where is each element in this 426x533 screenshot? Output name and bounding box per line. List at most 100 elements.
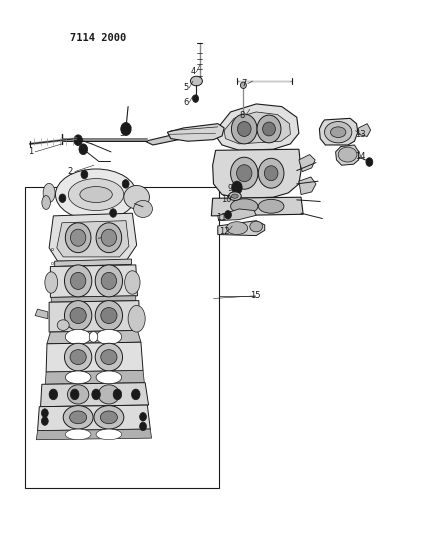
Circle shape bbox=[365, 158, 372, 166]
Ellipse shape bbox=[124, 185, 149, 209]
Text: 7: 7 bbox=[241, 79, 246, 88]
Text: 6: 6 bbox=[183, 98, 188, 107]
Circle shape bbox=[79, 144, 87, 155]
Circle shape bbox=[131, 389, 140, 400]
Ellipse shape bbox=[64, 301, 92, 330]
Ellipse shape bbox=[98, 385, 119, 404]
Polygon shape bbox=[145, 132, 188, 145]
Polygon shape bbox=[50, 265, 137, 297]
Ellipse shape bbox=[96, 371, 121, 384]
Polygon shape bbox=[217, 221, 264, 236]
Text: 5: 5 bbox=[183, 84, 188, 92]
Ellipse shape bbox=[45, 272, 58, 293]
Ellipse shape bbox=[70, 272, 86, 289]
Ellipse shape bbox=[57, 320, 69, 330]
Ellipse shape bbox=[95, 301, 122, 330]
Ellipse shape bbox=[249, 221, 262, 232]
Polygon shape bbox=[357, 124, 370, 136]
Text: o: o bbox=[50, 286, 53, 292]
Bar bbox=[25, 187, 219, 488]
Ellipse shape bbox=[89, 332, 98, 342]
Ellipse shape bbox=[324, 122, 351, 143]
Circle shape bbox=[92, 389, 100, 400]
Circle shape bbox=[224, 211, 231, 219]
Ellipse shape bbox=[101, 308, 117, 324]
Circle shape bbox=[41, 409, 48, 417]
Circle shape bbox=[121, 123, 131, 135]
Ellipse shape bbox=[236, 165, 251, 182]
Ellipse shape bbox=[258, 158, 283, 188]
Ellipse shape bbox=[68, 179, 124, 211]
Circle shape bbox=[109, 209, 116, 217]
Polygon shape bbox=[49, 301, 140, 332]
Polygon shape bbox=[211, 197, 302, 216]
Circle shape bbox=[139, 413, 146, 421]
Text: 10: 10 bbox=[221, 195, 231, 204]
Ellipse shape bbox=[69, 411, 86, 424]
Ellipse shape bbox=[190, 76, 202, 86]
Polygon shape bbox=[167, 124, 224, 141]
Polygon shape bbox=[45, 370, 144, 384]
Ellipse shape bbox=[101, 350, 117, 365]
Polygon shape bbox=[35, 309, 48, 319]
Circle shape bbox=[234, 184, 239, 191]
Ellipse shape bbox=[94, 406, 124, 429]
Ellipse shape bbox=[67, 385, 89, 404]
Ellipse shape bbox=[101, 272, 116, 289]
Polygon shape bbox=[212, 149, 300, 198]
Text: o: o bbox=[50, 261, 53, 266]
Polygon shape bbox=[215, 104, 298, 150]
Ellipse shape bbox=[124, 271, 140, 294]
Ellipse shape bbox=[330, 127, 345, 138]
Polygon shape bbox=[217, 209, 256, 221]
Text: 1: 1 bbox=[28, 148, 33, 156]
Text: 9: 9 bbox=[227, 184, 233, 193]
Circle shape bbox=[231, 181, 242, 194]
Ellipse shape bbox=[264, 166, 277, 181]
Circle shape bbox=[122, 180, 129, 188]
Circle shape bbox=[113, 389, 121, 400]
Ellipse shape bbox=[128, 305, 145, 332]
Ellipse shape bbox=[133, 200, 152, 217]
Polygon shape bbox=[335, 145, 358, 165]
Polygon shape bbox=[319, 118, 357, 145]
Circle shape bbox=[139, 422, 146, 431]
Polygon shape bbox=[51, 296, 135, 302]
Circle shape bbox=[41, 417, 48, 425]
Ellipse shape bbox=[230, 199, 257, 214]
Ellipse shape bbox=[240, 82, 246, 88]
Polygon shape bbox=[49, 213, 136, 261]
Ellipse shape bbox=[96, 329, 121, 344]
Ellipse shape bbox=[95, 343, 122, 371]
Text: 4: 4 bbox=[190, 68, 195, 76]
Ellipse shape bbox=[96, 429, 121, 440]
Ellipse shape bbox=[237, 122, 250, 136]
Ellipse shape bbox=[65, 429, 91, 440]
Ellipse shape bbox=[96, 223, 121, 253]
Text: o: o bbox=[50, 246, 53, 252]
Ellipse shape bbox=[231, 194, 238, 198]
Ellipse shape bbox=[63, 406, 93, 429]
Ellipse shape bbox=[231, 114, 256, 144]
Ellipse shape bbox=[70, 308, 86, 324]
Ellipse shape bbox=[70, 229, 86, 246]
Text: 2: 2 bbox=[68, 167, 73, 176]
Polygon shape bbox=[55, 259, 131, 266]
Ellipse shape bbox=[100, 411, 117, 424]
Ellipse shape bbox=[65, 371, 91, 384]
Text: 7114 2000: 7114 2000 bbox=[70, 33, 127, 43]
Text: 11: 11 bbox=[216, 213, 226, 222]
Ellipse shape bbox=[226, 222, 247, 235]
Ellipse shape bbox=[64, 265, 92, 297]
Text: 14: 14 bbox=[355, 152, 365, 161]
Ellipse shape bbox=[337, 147, 356, 162]
Ellipse shape bbox=[228, 192, 241, 200]
Polygon shape bbox=[224, 112, 290, 144]
Ellipse shape bbox=[55, 169, 136, 220]
Text: 8: 8 bbox=[239, 111, 245, 119]
Circle shape bbox=[59, 194, 66, 203]
Ellipse shape bbox=[101, 229, 116, 246]
Ellipse shape bbox=[65, 329, 91, 344]
Polygon shape bbox=[57, 221, 129, 257]
Polygon shape bbox=[40, 383, 148, 407]
